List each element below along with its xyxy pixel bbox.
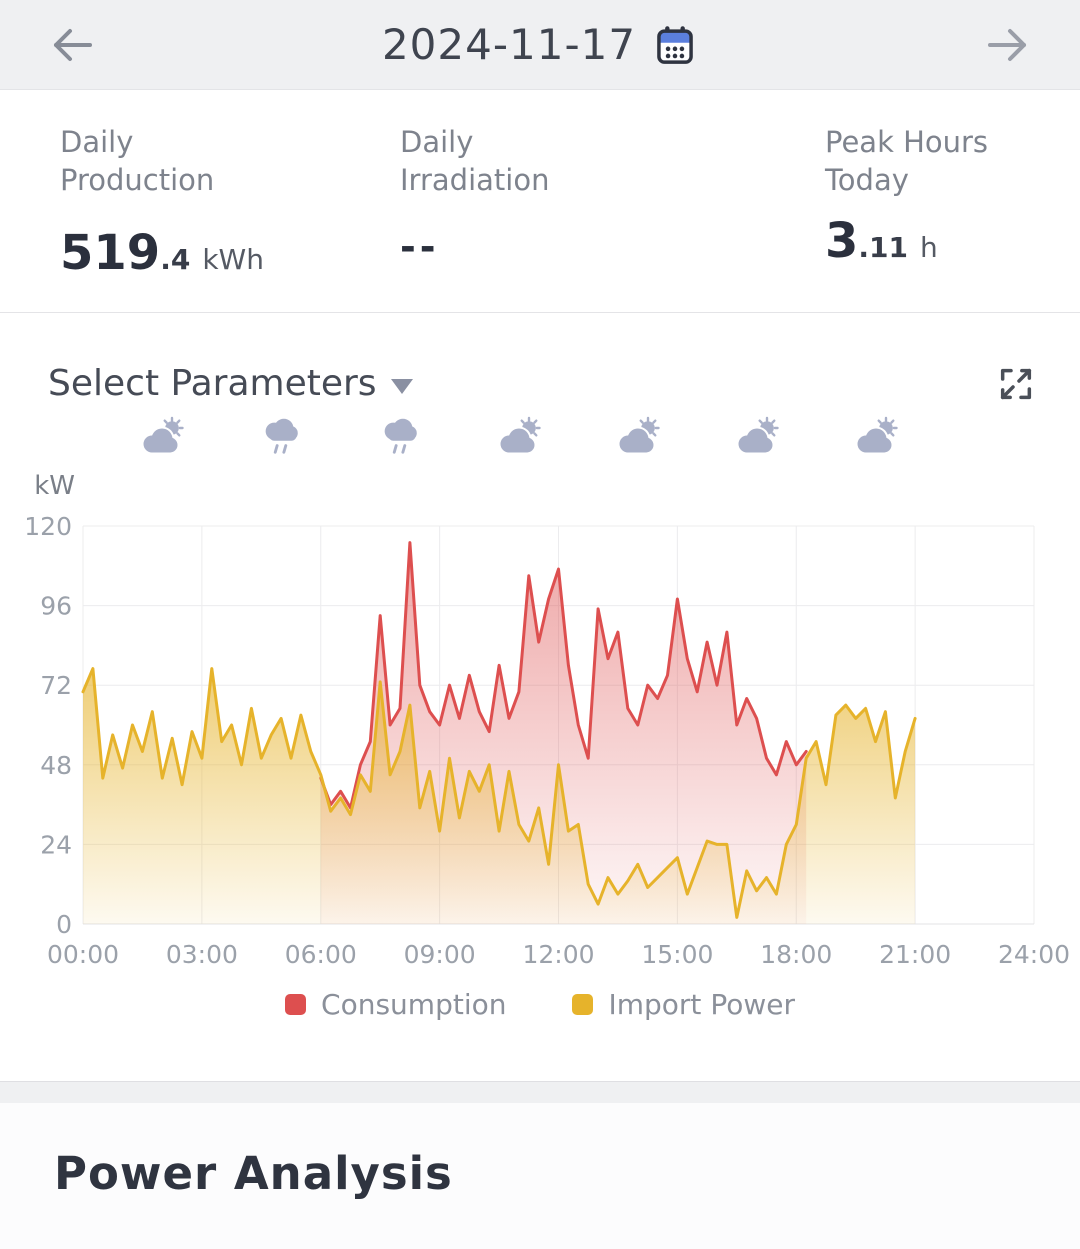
legend-item-import-power[interactable]: Import Power <box>572 988 795 1021</box>
svg-text:96: 96 <box>40 592 72 621</box>
stat-value: 519 <box>60 225 161 282</box>
cloud-sun-icon <box>138 416 186 462</box>
chart-area: kW 0 24 48 72 96 120 00:00 03:00 06:00 09:00 12:00 1… <box>0 408 1080 984</box>
stat-label: Peak Hours Today <box>825 125 989 197</box>
cloud-sun-icon <box>495 416 543 462</box>
svg-text:21:00: 21:00 <box>879 940 951 969</box>
fullscreen-button[interactable] <box>996 364 1036 404</box>
stat-value: 3 <box>825 213 859 270</box>
stat-value-decimal: .11 <box>858 231 909 265</box>
select-parameters-dropdown[interactable]: Select Parameters <box>48 363 413 404</box>
arrow-left-icon <box>54 28 92 61</box>
chart-legend: Consumption Import Power <box>0 988 1080 1081</box>
chevron-down-icon <box>390 379 413 394</box>
cloud-sun-icon <box>733 416 781 462</box>
svg-text:24: 24 <box>40 830 72 859</box>
legend-label: Import Power <box>608 988 795 1021</box>
svg-text:00:00: 00:00 <box>47 940 119 969</box>
stat-unit: h <box>920 231 938 265</box>
svg-text:09:00: 09:00 <box>404 940 476 969</box>
power-chart[interactable]: kW 0 24 48 72 96 120 00:00 03:00 06:00 09:00 12:00 1… <box>0 464 1080 984</box>
power-analysis-title: Power Analysis <box>54 1147 453 1200</box>
previous-day-button[interactable] <box>46 23 110 67</box>
legend-swatch <box>572 994 594 1015</box>
cloud-sun-icon <box>614 416 662 462</box>
stat-peak-hours: Peak Hours Today 3.11 h <box>825 124 1080 312</box>
current-date: 2024-11-17 <box>381 20 637 69</box>
svg-text:0: 0 <box>56 910 72 939</box>
svg-text:18:00: 18:00 <box>760 940 832 969</box>
svg-text:48: 48 <box>40 751 72 780</box>
svg-text:03:00: 03:00 <box>166 940 238 969</box>
stat-daily-irradiation: Daily Irradiation -- <box>400 124 825 312</box>
section-divider <box>0 1081 1080 1103</box>
expand-icon <box>1000 368 1032 399</box>
power-chart-card: Select Parameters <box>0 313 1080 1081</box>
stat-label: Daily Irradiation <box>400 125 550 197</box>
select-parameters-label: Select Parameters <box>48 363 377 404</box>
svg-text:kW: kW <box>34 471 75 501</box>
next-day-button[interactable] <box>970 23 1034 67</box>
calendar-icon <box>657 25 693 64</box>
cloud-rain-icon <box>377 414 423 462</box>
weather-forecast-row <box>0 408 1080 464</box>
legend-label: Consumption <box>321 988 507 1021</box>
cloud-sun-icon <box>852 416 900 462</box>
svg-text:06:00: 06:00 <box>285 940 357 969</box>
power-analysis-section: Power Analysis <box>0 1103 1080 1249</box>
svg-text:12:00: 12:00 <box>522 940 594 969</box>
stat-value: -- <box>400 225 440 270</box>
stat-daily-production: Daily Production 519.4 kWh <box>60 124 400 312</box>
svg-text:15:00: 15:00 <box>641 940 713 969</box>
stat-unit: kWh <box>202 243 264 277</box>
stat-value-decimal: .4 <box>160 243 191 277</box>
date-navigation-bar: 2024-11-17 <box>0 0 1080 90</box>
stat-label: Daily Production <box>60 125 215 197</box>
daily-stats: Daily Production 519.4 kWh Daily Irradiat… <box>0 90 1080 313</box>
arrow-right-icon <box>988 28 1026 61</box>
cloud-rain-icon <box>258 414 304 462</box>
svg-text:24:00: 24:00 <box>998 940 1070 969</box>
svg-text:72: 72 <box>40 671 72 700</box>
legend-item-consumption[interactable]: Consumption <box>285 988 506 1021</box>
legend-swatch <box>285 994 307 1015</box>
svg-text:120: 120 <box>24 512 72 541</box>
date-picker[interactable]: 2024-11-17 <box>110 20 970 69</box>
